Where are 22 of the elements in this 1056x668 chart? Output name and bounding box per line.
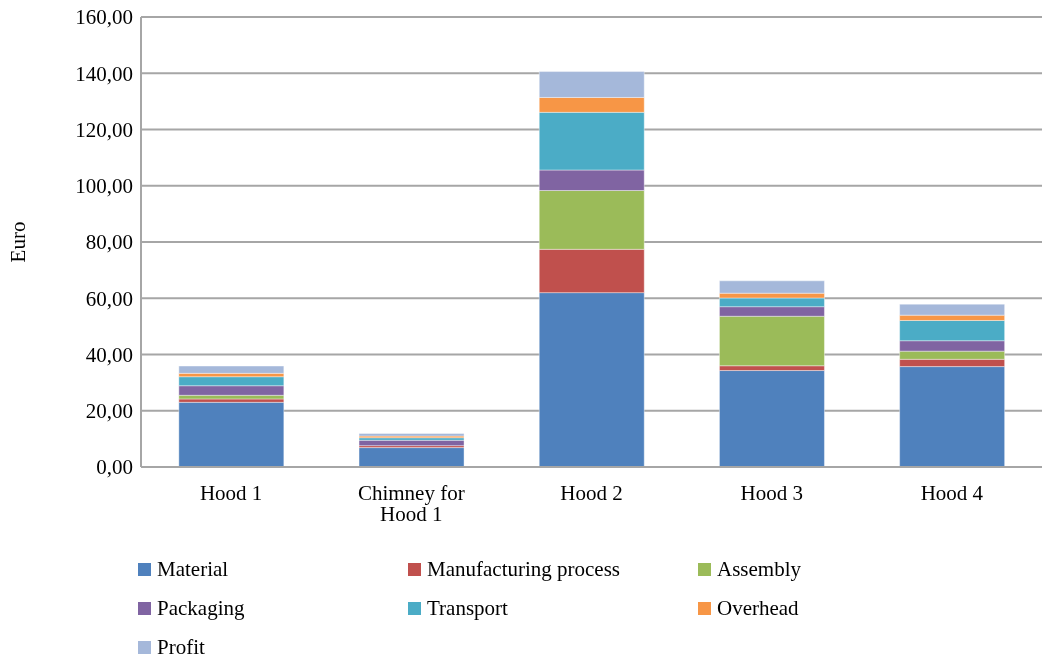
legend-label: Transport xyxy=(427,596,508,621)
y-tick-label: 160,00 xyxy=(75,5,133,30)
legend-label: Manufacturing process xyxy=(427,557,621,582)
x-tick-label: Hood 2 xyxy=(560,480,623,505)
y-tick-label: 140,00 xyxy=(75,61,133,86)
y-axis-title: Euro xyxy=(6,221,31,263)
y-tick-label: 120,00 xyxy=(75,117,133,142)
y-tick-label: 20,00 xyxy=(85,399,133,424)
y-tick-label: 40,00 xyxy=(85,342,133,367)
legend-label: Assembly xyxy=(717,557,801,582)
x-tick-label: Hood 1 xyxy=(199,480,263,505)
x-tick-label: Hood 4 xyxy=(920,480,984,505)
legend-label: Material xyxy=(157,557,229,582)
legend-label: Packaging xyxy=(157,596,245,621)
x-tick-label: Hood 3 xyxy=(740,480,803,505)
legend-label: Profit xyxy=(157,635,205,660)
y-tick-label: 80,00 xyxy=(85,230,133,255)
legend-label: Overhead xyxy=(717,596,799,621)
y-tick-label: 60,00 xyxy=(85,286,133,311)
y-tick-label: 100,00 xyxy=(75,174,133,199)
x-tick-label: Chimney for Hood 1 xyxy=(357,480,465,526)
y-tick-label: 0,00 xyxy=(96,455,133,480)
